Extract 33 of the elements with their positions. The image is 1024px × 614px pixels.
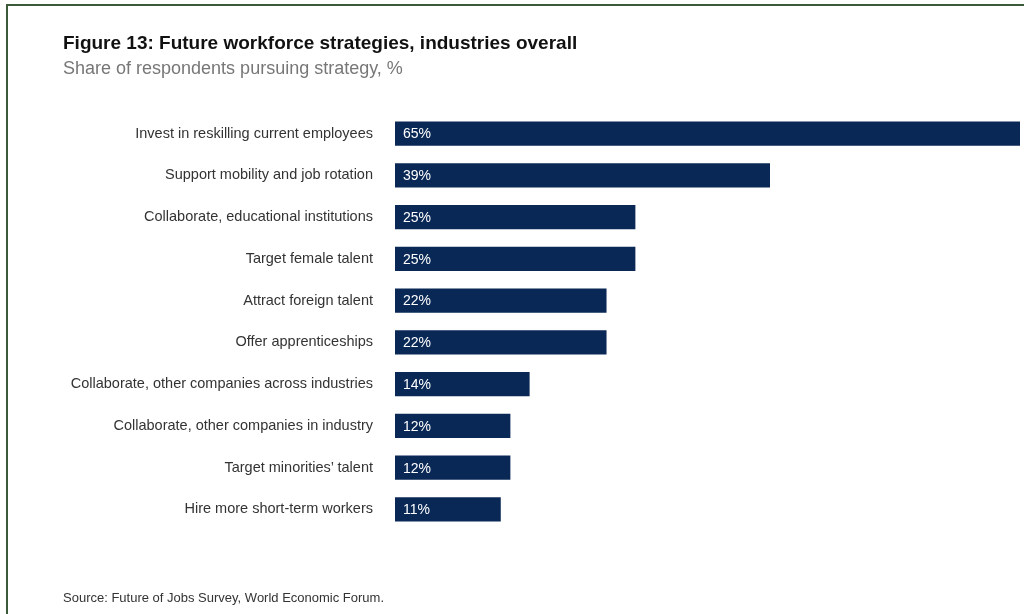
- bar: [395, 204, 636, 230]
- data-label: 14%: [403, 376, 432, 392]
- bar: [395, 330, 607, 355]
- data-label: 22%: [403, 292, 432, 309]
- y-tick-label: Target minorities’ talent: [224, 458, 373, 475]
- data-label: 25%: [403, 250, 432, 267]
- y-tick-label: Offer apprenticeships: [235, 333, 373, 350]
- bar: [395, 121, 1020, 146]
- y-tick-label: Collaborate, other companies across industries: [70, 375, 373, 392]
- y-tick-label: Invest in reskilling current employees: [135, 124, 373, 141]
- bar: [395, 497, 501, 522]
- bar: [395, 413, 511, 439]
- y-tick-label: Attract foreign talent: [243, 291, 373, 308]
- bar: [395, 246, 636, 271]
- data-label: 25%: [403, 208, 432, 225]
- bar: [395, 288, 607, 313]
- y-tick-label: Collaborate, educational institutions: [144, 208, 373, 225]
- data-label: 39%: [403, 167, 432, 184]
- chart-title: Figure 13: Future workforce strategies, industries overall: [63, 32, 578, 54]
- data-label: 11%: [403, 501, 430, 518]
- source-note: Source: Future of Jobs Survey, World Economic Forum.: [63, 590, 385, 605]
- y-tick-label: Collaborate, other companies in industry: [113, 416, 374, 433]
- bar: [395, 372, 530, 397]
- y-tick-label: Target female talent: [245, 249, 373, 266]
- y-tick-label: Hire more short-term workers: [184, 500, 373, 517]
- data-label: 22%: [403, 334, 432, 351]
- text: Share of respondents pursuing strategy, %: [63, 58, 403, 79]
- bar: [395, 455, 511, 480]
- bar: [395, 163, 770, 188]
- y-tick-label: Support mobility and job rotation: [165, 166, 373, 183]
- data-label: 12%: [403, 459, 432, 476]
- data-label: 12%: [403, 417, 432, 434]
- data-label: 65%: [403, 125, 432, 142]
